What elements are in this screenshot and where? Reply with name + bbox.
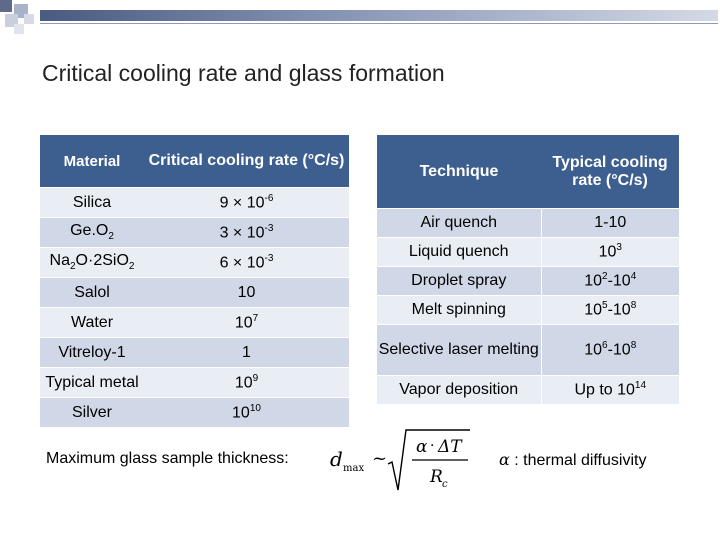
thickness-formula: d max ~ α · ΔT R c [330, 429, 470, 491]
table-header-row: Material Critical cooling rate (°C/s) [40, 135, 349, 188]
alpha-description: : thermal diffusivity [509, 452, 647, 469]
rate-cell: 107 [144, 307, 349, 338]
table-row: Silver 1010 [40, 397, 349, 427]
rate-cell: 6 × 10-3 [144, 247, 349, 278]
technique-cell: Melt spinning [377, 295, 542, 325]
material-cell: Silica [40, 187, 144, 218]
technique-cell: Air quench [377, 208, 542, 238]
alpha-symbol: α [499, 450, 510, 469]
decor-square [14, 24, 24, 34]
table-row: Selective laser melting 106-108 [377, 324, 679, 376]
formula-r: R [429, 467, 443, 487]
rate-cell: 102-104 [541, 266, 679, 296]
technique-cooling-rate-table: Technique Typical cooling rate (°C/s) Ai… [377, 135, 679, 404]
header-divider [40, 23, 718, 24]
formula-r-subscript: c [442, 479, 448, 490]
rate-cell: 1 [144, 337, 349, 368]
table-row: Air quench 1-10 [377, 208, 679, 238]
table-row: Na2O·2SiO2 6 × 10-3 [40, 247, 349, 278]
material-cell: Na2O·2SiO2 [40, 247, 144, 278]
header-material: Material [40, 135, 144, 188]
table-header-row: Technique Typical cooling rate (°C/s) [377, 135, 679, 209]
header-gradient-bar [40, 10, 718, 21]
material-cell: Ge.O2 [40, 217, 144, 248]
rate-cell: 9 × 10-6 [144, 187, 349, 218]
rate-cell: 10 [144, 277, 349, 308]
material-cell: Salol [40, 277, 144, 308]
table-row: Silica 9 × 10-6 [40, 187, 349, 218]
table-row: Liquid quench 103 [377, 237, 679, 267]
material-cell: Silver [40, 397, 144, 427]
material-cell: Vitreloy-1 [40, 337, 144, 368]
formula-d: d [330, 447, 343, 471]
rate-cell: 1-10 [541, 208, 679, 238]
rate-cell: 103 [541, 237, 679, 267]
table-row: Vapor deposition Up to 1014 [377, 375, 679, 404]
table-row: Melt spinning 105-108 [377, 295, 679, 325]
decor-square [0, 0, 12, 12]
formula-delta-t: ΔT [437, 437, 463, 457]
technique-cell: Droplet spray [377, 266, 542, 296]
max-thickness-label: Maximum glass sample thickness: [46, 450, 289, 467]
rate-cell: 1010 [144, 397, 349, 427]
rate-cell: 106-108 [541, 324, 679, 376]
table-row: Vitreloy-1 1 [40, 337, 349, 368]
material-cell: Water [40, 307, 144, 338]
technique-cell: Selective laser melting [377, 324, 542, 376]
technique-cell: Liquid quench [377, 237, 542, 267]
slide-title: Critical cooling rate and glass formatio… [42, 60, 445, 86]
table-row: Ge.O2 3 × 10-3 [40, 217, 349, 248]
material-cell: Typical metal [40, 367, 144, 398]
table-row: Typical metal 109 [40, 367, 349, 398]
table-row: Water 107 [40, 307, 349, 338]
rate-cell: 105-108 [541, 295, 679, 325]
decor-square [24, 14, 34, 24]
formula-d-subscript: max [343, 463, 364, 474]
formula-approx: ~ [372, 448, 387, 469]
decor-square [5, 14, 18, 27]
table-row: Droplet spray 102-104 [377, 266, 679, 296]
formula-sqrt-sign [387, 429, 470, 491]
rate-cell: 109 [144, 367, 349, 398]
critical-cooling-rate-table: Material Critical cooling rate (°C/s) Si… [40, 135, 349, 427]
header-technique: Technique [377, 135, 541, 209]
technique-cell: Vapor deposition [377, 375, 542, 404]
header-critical-rate: Critical cooling rate (°C/s) [144, 135, 349, 188]
table-row: Salol 10 [40, 277, 349, 308]
rate-cell: 3 × 10-3 [144, 217, 349, 248]
alpha-definition: α : thermal diffusivity [499, 450, 646, 470]
header-typical-rate: Typical cooling rate (°C/s) [541, 135, 679, 209]
formula-dot: · [430, 438, 434, 454]
rate-cell: Up to 1014 [541, 375, 679, 404]
formula-alpha: α [416, 437, 428, 457]
